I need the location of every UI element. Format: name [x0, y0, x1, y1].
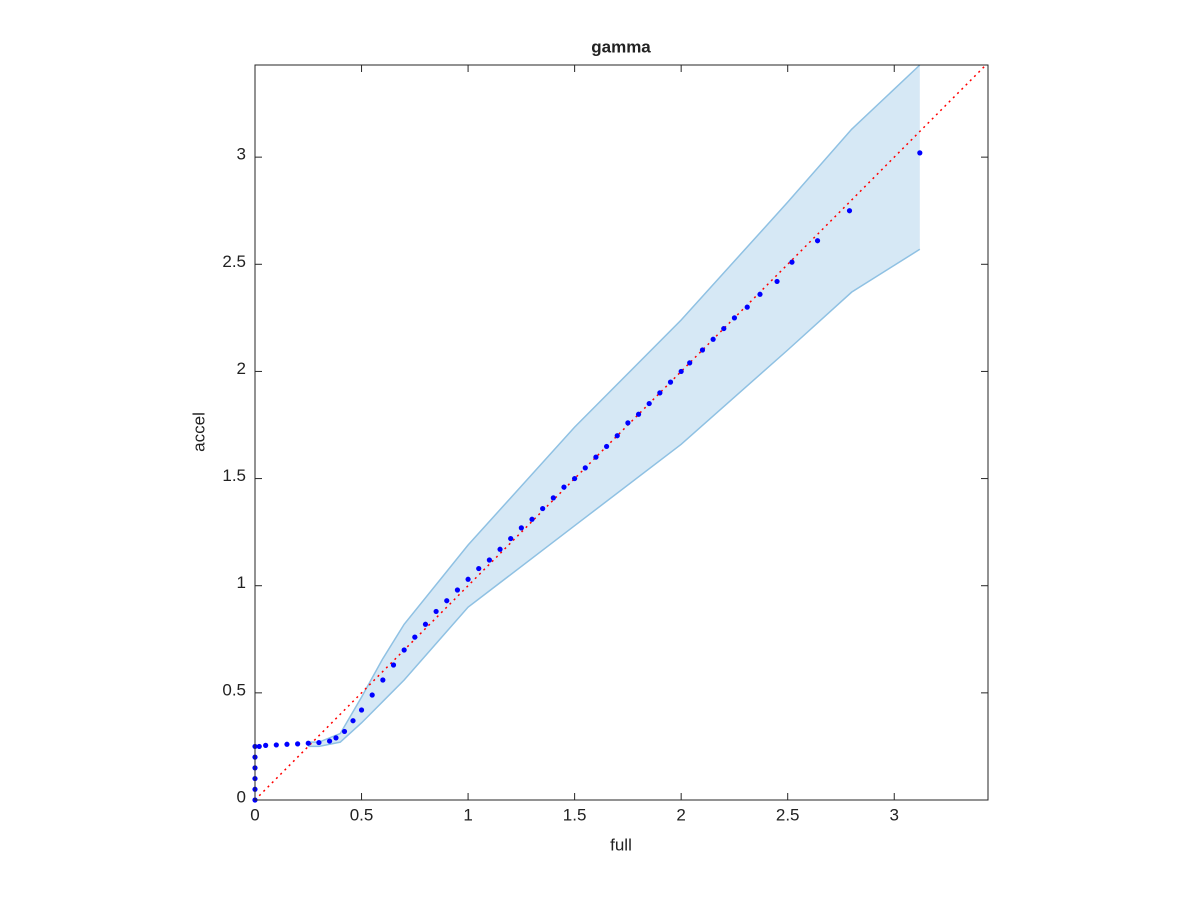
data-point	[699, 347, 706, 353]
data-point	[263, 742, 269, 748]
data-point	[917, 150, 923, 156]
data-point	[814, 238, 821, 244]
data-point	[350, 718, 356, 724]
data-point	[380, 677, 386, 683]
x-tick-label: 0	[250, 805, 259, 824]
data-point	[422, 621, 429, 627]
x-tick-label: 2	[676, 805, 685, 824]
x-tick-label: 3	[890, 805, 899, 824]
data-point	[846, 208, 853, 214]
data-point	[757, 291, 763, 297]
data-point	[326, 738, 333, 744]
data-point	[497, 546, 503, 552]
y-tick-label: 0	[237, 787, 246, 806]
data-point	[412, 634, 418, 640]
band-edge	[308, 64, 921, 743]
data-point	[486, 557, 492, 563]
data-point	[625, 420, 631, 426]
data-point	[401, 647, 407, 653]
data-point	[518, 525, 524, 531]
data-point	[744, 304, 750, 310]
y-tick-label: 0.5	[222, 680, 246, 699]
data-point	[284, 741, 290, 747]
data-point	[635, 411, 642, 417]
data-point	[572, 475, 578, 482]
y-tick-label: 3	[237, 145, 246, 164]
data-point	[465, 576, 471, 582]
data-point	[295, 741, 301, 747]
data-point	[710, 336, 716, 342]
data-point	[550, 495, 556, 501]
data-point	[529, 516, 535, 522]
data-point	[273, 742, 279, 748]
y-tick-label: 1.5	[222, 466, 246, 485]
axes-box	[254, 64, 989, 801]
data-point	[614, 433, 620, 439]
data-point	[454, 587, 461, 593]
data-point	[444, 598, 450, 604]
data-point	[603, 443, 610, 450]
x-tick-label: 0.5	[350, 805, 374, 824]
y-tick-label: 2.5	[222, 252, 246, 271]
data-point	[476, 565, 482, 572]
data-point	[540, 505, 546, 512]
x-axis-label: full	[610, 835, 632, 854]
data-point	[721, 325, 727, 332]
data-point	[316, 739, 322, 746]
data-point	[341, 728, 348, 735]
y-tick-label: 1	[237, 573, 246, 592]
data-point	[508, 535, 514, 542]
data-point	[305, 740, 311, 746]
data-point	[687, 360, 693, 366]
y-axis-label: accel	[189, 412, 208, 452]
data-point	[667, 379, 674, 385]
confidence-band	[308, 65, 920, 747]
data-point	[731, 315, 738, 321]
y-tick-label: 2	[237, 359, 246, 378]
data-point	[582, 465, 588, 471]
data-point	[358, 707, 365, 713]
data-point	[561, 484, 567, 490]
data-point	[789, 259, 795, 265]
chart-title: gamma	[591, 37, 651, 56]
data-point	[333, 735, 339, 741]
data-point	[390, 662, 397, 668]
data-point	[593, 454, 599, 460]
data-point	[433, 608, 439, 615]
x-tick-label: 2.5	[776, 805, 800, 824]
data-point	[369, 692, 375, 698]
data-point	[256, 743, 262, 750]
data-point	[646, 400, 652, 407]
data-point	[657, 390, 663, 396]
data-point	[774, 278, 780, 285]
band-edge	[308, 248, 921, 748]
x-tick-label: 1	[463, 805, 472, 824]
x-tick-label: 1.5	[563, 805, 587, 824]
data-point	[678, 368, 684, 375]
